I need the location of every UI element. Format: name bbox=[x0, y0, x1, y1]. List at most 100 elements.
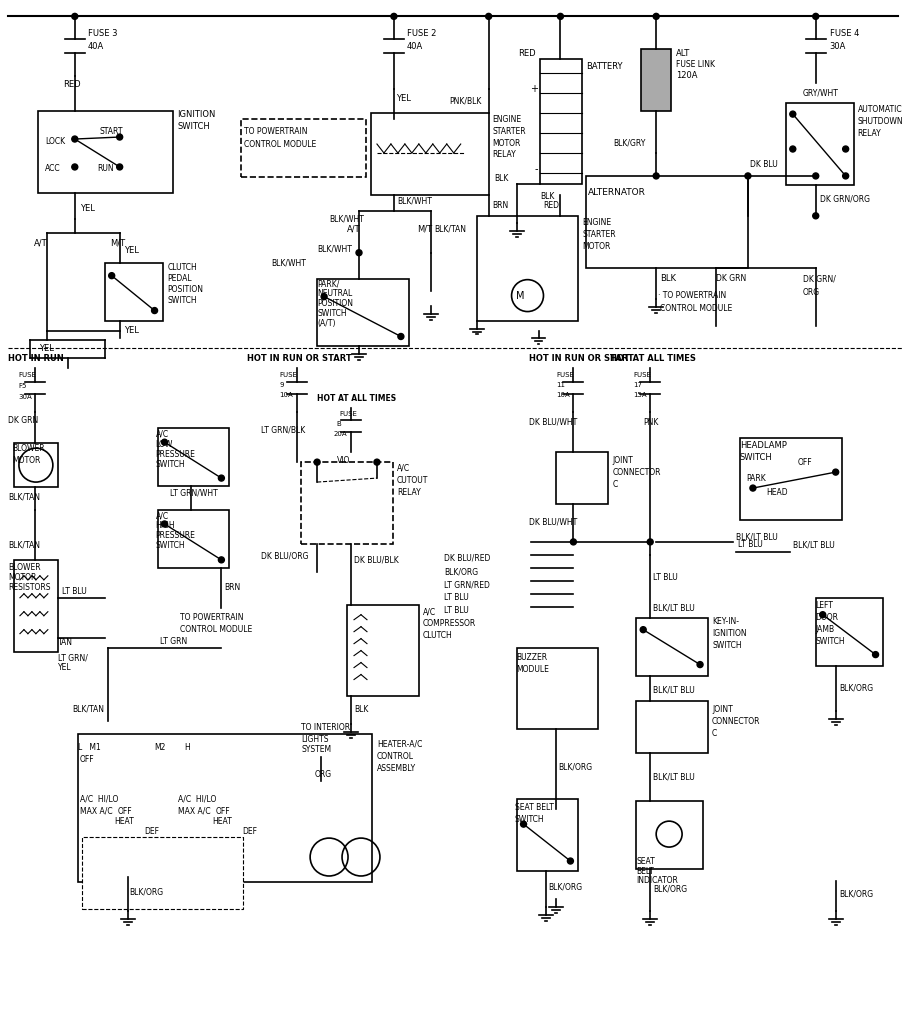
Circle shape bbox=[558, 13, 563, 19]
Text: STARTER: STARTER bbox=[493, 127, 526, 135]
Circle shape bbox=[873, 651, 878, 657]
Bar bbox=[347, 605, 419, 696]
Text: LT GRN/BLK: LT GRN/BLK bbox=[261, 426, 306, 435]
Text: BELT: BELT bbox=[636, 866, 654, 876]
Circle shape bbox=[398, 334, 404, 340]
Text: BLK/WHT: BLK/WHT bbox=[317, 245, 352, 253]
Text: BLOWER: BLOWER bbox=[8, 563, 40, 572]
Text: NEUTRAL: NEUTRAL bbox=[317, 289, 352, 298]
Text: SWITCH: SWITCH bbox=[515, 815, 544, 823]
Text: LT BLU: LT BLU bbox=[738, 541, 762, 550]
Text: TAN: TAN bbox=[58, 638, 73, 647]
Text: DK BLU/WHT: DK BLU/WHT bbox=[529, 418, 577, 427]
Text: MAX A/C: MAX A/C bbox=[177, 807, 210, 816]
Text: ORG: ORG bbox=[314, 770, 331, 779]
Bar bbox=[241, 119, 366, 177]
Text: PEDAL: PEDAL bbox=[167, 274, 192, 284]
Text: MOTOR: MOTOR bbox=[493, 138, 521, 147]
Text: DOOR: DOOR bbox=[815, 613, 839, 623]
Text: BLK/TAN: BLK/TAN bbox=[434, 224, 466, 233]
Text: A/C: A/C bbox=[155, 430, 169, 438]
Text: BLK: BLK bbox=[495, 174, 509, 183]
Text: BLK/TAN: BLK/TAN bbox=[8, 541, 40, 550]
Circle shape bbox=[321, 294, 327, 300]
Text: PRESSURE: PRESSURE bbox=[155, 531, 195, 541]
Text: CONTROL MODULE: CONTROL MODULE bbox=[660, 304, 732, 313]
Circle shape bbox=[813, 213, 819, 219]
Circle shape bbox=[653, 173, 659, 179]
Text: JOINT: JOINT bbox=[613, 456, 633, 465]
Text: FUSE 3: FUSE 3 bbox=[88, 29, 117, 38]
Text: CONTROL: CONTROL bbox=[377, 752, 414, 761]
Circle shape bbox=[109, 272, 115, 279]
Text: BRN: BRN bbox=[225, 584, 241, 592]
Text: A/C  HI/LO: A/C HI/LO bbox=[177, 795, 215, 804]
Text: A/C  HI/LO: A/C HI/LO bbox=[79, 795, 118, 804]
Text: TO POWERTRAIN: TO POWERTRAIN bbox=[245, 127, 308, 135]
Text: RESISTORS: RESISTORS bbox=[8, 584, 50, 592]
Text: 10A: 10A bbox=[279, 392, 293, 398]
Text: RED: RED bbox=[543, 202, 560, 210]
Circle shape bbox=[790, 112, 796, 117]
Circle shape bbox=[567, 858, 573, 864]
Bar bbox=[317, 279, 409, 346]
Text: SWITCH: SWITCH bbox=[740, 453, 772, 462]
Text: C: C bbox=[613, 479, 617, 488]
Text: FUSE: FUSE bbox=[279, 373, 297, 379]
Text: HOT IN RUN OR START: HOT IN RUN OR START bbox=[247, 354, 352, 362]
Text: · TO POWERTRAIN: · TO POWERTRAIN bbox=[658, 291, 727, 300]
Text: 120A: 120A bbox=[677, 71, 698, 80]
Text: SHUTDOWN: SHUTDOWN bbox=[857, 117, 903, 126]
Text: FUSE 4: FUSE 4 bbox=[830, 29, 859, 38]
Text: SWITCH: SWITCH bbox=[712, 641, 741, 650]
Text: CONTROL MODULE: CONTROL MODULE bbox=[180, 626, 252, 634]
Circle shape bbox=[314, 459, 320, 465]
Circle shape bbox=[813, 173, 819, 179]
Text: FUSE: FUSE bbox=[634, 373, 651, 379]
Text: ALT: ALT bbox=[677, 49, 690, 57]
Bar bbox=[636, 801, 703, 869]
Text: CLUTCH: CLUTCH bbox=[423, 631, 453, 640]
Text: BLK/GRY: BLK/GRY bbox=[614, 138, 645, 147]
Circle shape bbox=[697, 662, 703, 668]
Text: BLK/WHT: BLK/WHT bbox=[271, 258, 306, 267]
Text: OFF: OFF bbox=[79, 755, 94, 764]
Bar bbox=[641, 49, 671, 112]
Text: A/C: A/C bbox=[155, 512, 169, 520]
Circle shape bbox=[391, 13, 397, 19]
Bar bbox=[556, 453, 608, 504]
Text: BLK/WHT: BLK/WHT bbox=[397, 197, 432, 206]
Text: YEL: YEL bbox=[58, 664, 71, 672]
Text: SYSTEM: SYSTEM bbox=[301, 744, 331, 754]
Text: HEADLAMP: HEADLAMP bbox=[740, 440, 787, 450]
Text: PNK: PNK bbox=[644, 418, 658, 427]
Text: YEL: YEL bbox=[123, 326, 139, 335]
Text: BLK/LT BLU: BLK/LT BLU bbox=[653, 603, 695, 612]
Text: ENGINE: ENGINE bbox=[582, 218, 612, 227]
Text: PNK/BLK: PNK/BLK bbox=[449, 96, 481, 105]
Text: SWITCH: SWITCH bbox=[317, 309, 347, 318]
Circle shape bbox=[218, 557, 225, 563]
Text: ASSEMBLY: ASSEMBLY bbox=[377, 764, 416, 773]
Text: FUSE 2: FUSE 2 bbox=[407, 29, 436, 38]
Circle shape bbox=[653, 13, 659, 19]
Bar bbox=[105, 263, 163, 321]
Text: AUTOMATIC: AUTOMATIC bbox=[857, 104, 902, 114]
Text: COMPRESSOR: COMPRESSOR bbox=[423, 620, 476, 628]
Text: TO INTERIOR: TO INTERIOR bbox=[301, 723, 351, 732]
Circle shape bbox=[647, 539, 653, 545]
Text: JAMB: JAMB bbox=[815, 626, 834, 634]
Text: HIGH: HIGH bbox=[155, 521, 175, 530]
Text: BUZZER: BUZZER bbox=[517, 653, 548, 663]
Text: LIGHTS: LIGHTS bbox=[301, 735, 329, 743]
Text: MOTOR: MOTOR bbox=[8, 573, 37, 583]
Text: BLK/LT BLU: BLK/LT BLU bbox=[792, 541, 834, 550]
Text: 40A: 40A bbox=[407, 42, 423, 51]
Text: BLK/TAN: BLK/TAN bbox=[8, 493, 40, 502]
Text: LOCK: LOCK bbox=[45, 136, 65, 145]
Text: PARK/: PARK/ bbox=[317, 280, 340, 288]
Text: BLK/ORG: BLK/ORG bbox=[549, 883, 582, 892]
Text: INDICATOR: INDICATOR bbox=[636, 877, 678, 886]
Text: BLK: BLK bbox=[540, 193, 555, 202]
Text: BLK/ORG: BLK/ORG bbox=[653, 885, 687, 894]
